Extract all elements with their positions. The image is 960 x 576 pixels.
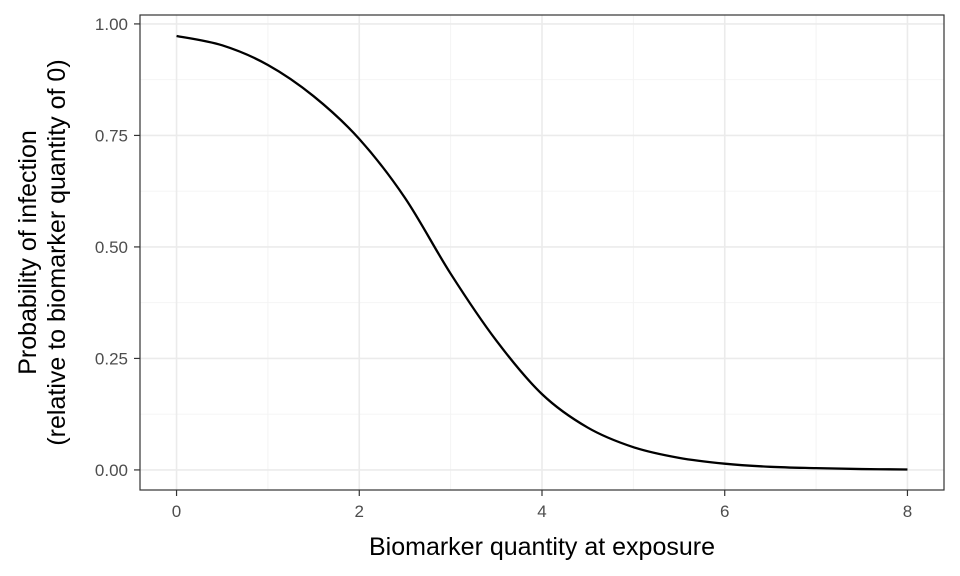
series-layer xyxy=(176,34,908,471)
x-tick-label: 2 xyxy=(355,502,364,521)
x-tick-label: 4 xyxy=(537,502,546,521)
y-axis-title-line-2: (relative to biomarker quantity of 0) xyxy=(43,59,71,445)
x-tick-label: 0 xyxy=(172,502,181,521)
y-tick-label: 0.75 xyxy=(95,126,128,145)
grid-layer xyxy=(140,15,944,490)
y-tick-label: 0.00 xyxy=(95,461,128,480)
y-tick-label: 0.25 xyxy=(95,349,128,368)
y-tick-label: 0.50 xyxy=(95,238,128,257)
y-tick-label: 1.00 xyxy=(95,15,128,34)
ticks-layer: 0 2 4 6 8 0.00 0.25 0.50 0.75 1.00 xyxy=(95,15,912,521)
x-axis-title: Biomarker quantity at exposure xyxy=(369,533,715,561)
series-line-0 xyxy=(176,34,908,471)
x-tick-label: 6 xyxy=(720,502,729,521)
y-axis-title-line-1: Probability of infection xyxy=(14,130,42,375)
x-tick-label: 8 xyxy=(903,502,912,521)
